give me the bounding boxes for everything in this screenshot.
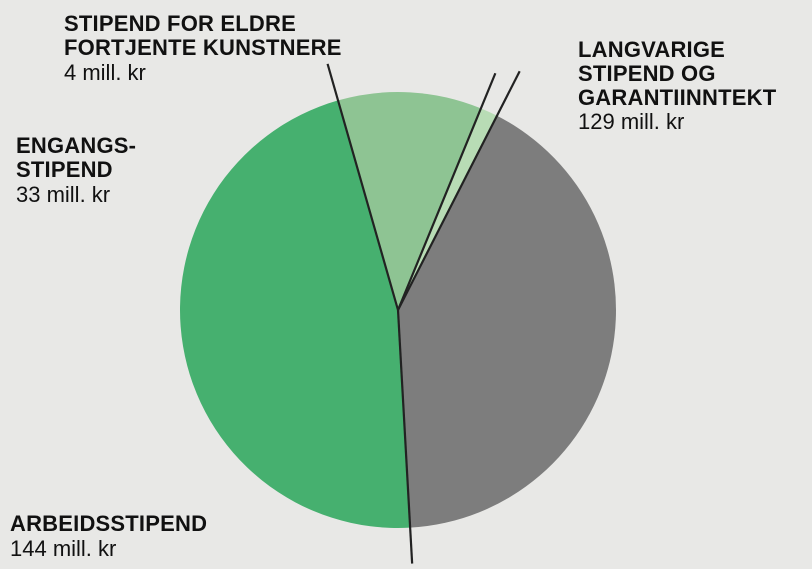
slice-divider-line	[396, 72, 497, 311]
label-langvarige: LANGVARIGE STIPEND OG GARANTIINNTEKT 129…	[578, 38, 776, 134]
label-engangsstipend: ENGANGS- STIPEND 33 mill. kr	[16, 134, 136, 206]
slice-name-eldre-kunstnere: STIPEND FOR ELDRE FORTJENTE KUNSTNERE	[64, 11, 342, 60]
slice-value-engangsstipend: 33 mill. kr	[16, 181, 111, 207]
slice-value-langvarige: 129 mill. kr	[578, 109, 685, 135]
pie-slice-0	[398, 115, 616, 528]
slice-value-arbeidsstipend: 144 mill. kr	[10, 535, 117, 561]
label-eldre-kunstnere: STIPEND FOR ELDRE FORTJENTE KUNSTNERE 4 …	[64, 12, 342, 84]
slice-divider-line	[396, 309, 414, 564]
slice-name-langvarige: LANGVARIGE STIPEND OG GARANTIINNTEKT	[578, 37, 777, 110]
slice-value-eldre-kunstnere: 4 mill. kr	[64, 59, 146, 85]
slice-name-arbeidsstipend: ARBEIDSSTIPEND	[10, 511, 208, 536]
pie-slice-1	[180, 100, 411, 528]
slice-name-engangsstipend: ENGANGS- STIPEND	[16, 133, 137, 182]
label-arbeidsstipend: ARBEIDSSTIPEND 144 mill. kr	[10, 512, 207, 561]
pie-slice-2	[338, 92, 481, 310]
slice-divider-line	[326, 63, 400, 311]
slice-divider-line	[397, 70, 521, 311]
